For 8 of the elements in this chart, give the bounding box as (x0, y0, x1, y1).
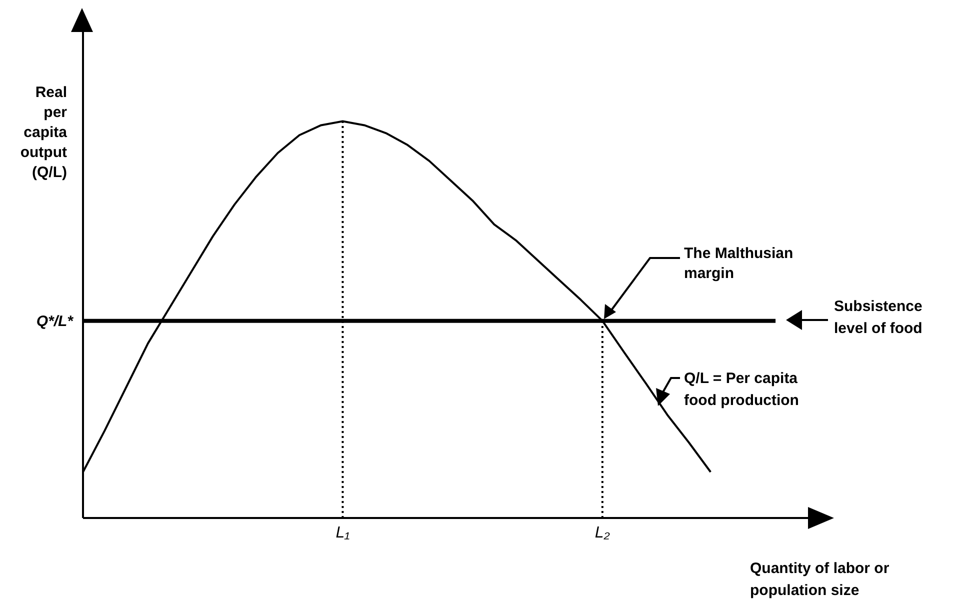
y-axis-title: Real per capita output (Q/L) (20, 84, 68, 181)
annotation: Q/L = Per capita food production (684, 370, 799, 409)
x-axis-title: Quantity of labor or population size (750, 560, 890, 599)
x-tick-label: L₂ (594, 524, 610, 542)
ref-line-label: Q*/L* (36, 312, 74, 330)
annotation: The Malthusian margin (684, 245, 794, 282)
x-tick-label: L₁ (336, 524, 350, 542)
text: Subsistence level of food (834, 298, 922, 337)
